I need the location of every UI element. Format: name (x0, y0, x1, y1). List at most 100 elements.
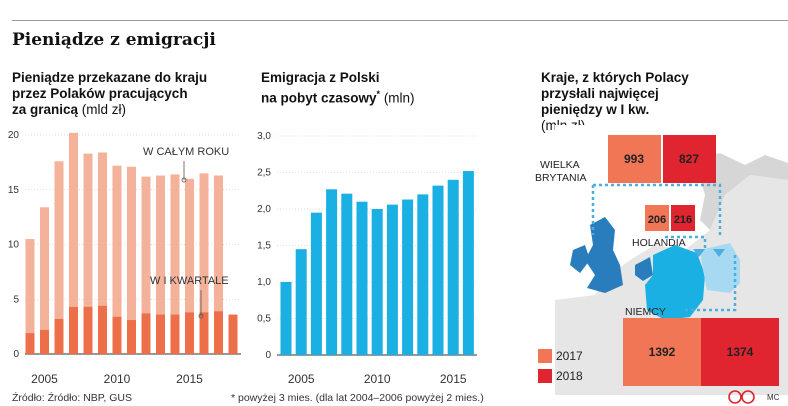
panel1-title-line2: przez Polaków pracujących (12, 86, 188, 101)
panel1-title-line1: Pieniądze przekazane do kraju (12, 70, 208, 85)
c2-ytick-label: 1,5 (257, 241, 271, 252)
nl-2018-box (671, 205, 695, 231)
bar-q1 (141, 313, 151, 354)
bar-q1 (40, 329, 49, 354)
ireland-shape (570, 245, 590, 273)
uk-2017-box (608, 135, 661, 183)
panel2-footnote-mark: * (376, 89, 381, 99)
arrow-de (685, 253, 737, 312)
top-rule (12, 20, 788, 21)
c2-ytick-label: 0 (265, 350, 271, 361)
uk-2017-value: 993 (624, 152, 644, 166)
bar-emigration (295, 249, 307, 355)
nl-2017-value: 206 (648, 214, 666, 226)
bar-q1 (156, 314, 165, 354)
panel3-title-line1: Kraje, z których Polacy (541, 70, 689, 85)
nl-2017-box (645, 205, 669, 231)
bar-emigration (462, 171, 474, 355)
bar-emigration (432, 185, 444, 355)
bar-q1 (112, 316, 122, 354)
bar-full-year (185, 178, 194, 354)
panel3-title-line3: pieniędzy w I kw. (541, 102, 650, 117)
de-2017-box (623, 318, 701, 386)
bar-q1 (98, 305, 107, 354)
bar-full-year (141, 176, 151, 354)
arrow-head-2 (713, 249, 725, 257)
legend-label-2018: 2018 (556, 369, 583, 383)
source-note: Źródło: Źródło: NBP, GUS (12, 392, 133, 404)
c2-ytick-label: 1,0 (257, 277, 271, 288)
panel2-title-line1: Emigracja z Polski (261, 70, 380, 85)
c2-xtick-label: 2010 (364, 372, 391, 386)
publisher-logo (728, 390, 755, 404)
de-2018-box (701, 318, 779, 386)
panel3-title-line2: przysłali najwięcej (541, 86, 659, 101)
bar-q1 (54, 318, 64, 354)
c1-xtick-label: 2005 (31, 372, 58, 386)
label-germany: NIEMCY (625, 306, 666, 318)
bar-q1 (185, 312, 194, 354)
bar-full-year (54, 161, 64, 354)
legend-swatch-2018 (538, 369, 552, 383)
c1-ytick-label: 15 (8, 185, 20, 196)
scandinavia-shape (695, 153, 788, 230)
page-title: Pieniądze z emigracji (12, 30, 216, 50)
panel2-unit: (mln) (383, 90, 415, 106)
legend-swatch-2017 (538, 349, 552, 363)
c2-ytick-label: 0,5 (257, 314, 271, 325)
germany-shape (645, 245, 705, 320)
bar-emigration (417, 194, 429, 355)
annotation-q1: W I KWARTALE (150, 275, 229, 287)
bar-full-year (98, 152, 107, 354)
panel2-title: Emigracja z Polski na pobyt czasowy* (ml… (261, 70, 415, 107)
bar-q1 (170, 314, 180, 354)
nl-2018-value: 216 (674, 214, 692, 226)
annotation-dot-q1 (198, 313, 204, 319)
logo-circle-1 (728, 390, 742, 404)
label-uk-line1: WIELKA (540, 159, 580, 171)
bar-q1 (199, 312, 209, 354)
bar-q1 (25, 333, 35, 354)
bar-q1 (228, 314, 238, 354)
bar-emigration (356, 201, 368, 355)
credit: MC (767, 393, 780, 402)
bar-full-year (156, 175, 165, 354)
bar-full-year (83, 153, 93, 354)
c1-ytick-label: 0 (13, 349, 19, 360)
bar-full-year (112, 165, 122, 354)
c1-ytick-label: 10 (8, 240, 20, 251)
bar-emigration (326, 189, 338, 355)
c1-ytick-label: 5 (13, 294, 19, 305)
countries-panel: 993 827 206 216 1392 1374 WIELKA BRYTANI… (535, 125, 788, 395)
panel1-title-line3: za granicą (12, 102, 79, 117)
uk-2018-value: 827 (679, 152, 699, 166)
bar-full-year (170, 174, 180, 354)
c2-ytick-label: 2,5 (257, 168, 271, 179)
c1-xtick-label: 2010 (104, 372, 131, 386)
footnote: * powyżej 3 mies. (dla lat 2004–2006 pow… (231, 392, 484, 404)
uk-shape (585, 217, 623, 293)
c2-ytick-label: 2,0 (257, 204, 271, 215)
arrow-uk (593, 183, 722, 237)
de-2018-value: 1374 (727, 345, 754, 359)
bar-emigration (386, 204, 398, 355)
bar-emigration (280, 282, 292, 355)
label-netherlands: HOLANDIA (632, 237, 686, 249)
arrow-head-1 (693, 249, 705, 257)
annotation-full-year: W CAŁYM ROKU (143, 146, 229, 158)
legend-label-2017: 2017 (556, 349, 583, 363)
de-2017-value: 1392 (649, 345, 676, 359)
bar-emigration (310, 212, 322, 355)
panel1-title: Pieniądze przekazane do kraju przez Pola… (12, 70, 207, 118)
bar-full-year (69, 132, 78, 354)
annotation-dot-full-year (181, 177, 187, 183)
panel1-unit: (mld zł) (81, 102, 127, 117)
bar-full-year (25, 239, 35, 354)
bar-emigration (341, 193, 353, 355)
c2-xtick-label: 2015 (440, 372, 467, 386)
bar-q1 (69, 306, 78, 354)
bar-q1 (127, 320, 136, 354)
bar-full-year (127, 166, 136, 354)
label-uk-line2: BRYTANIA (535, 172, 587, 184)
c1-xtick-label: 2015 (176, 372, 203, 386)
